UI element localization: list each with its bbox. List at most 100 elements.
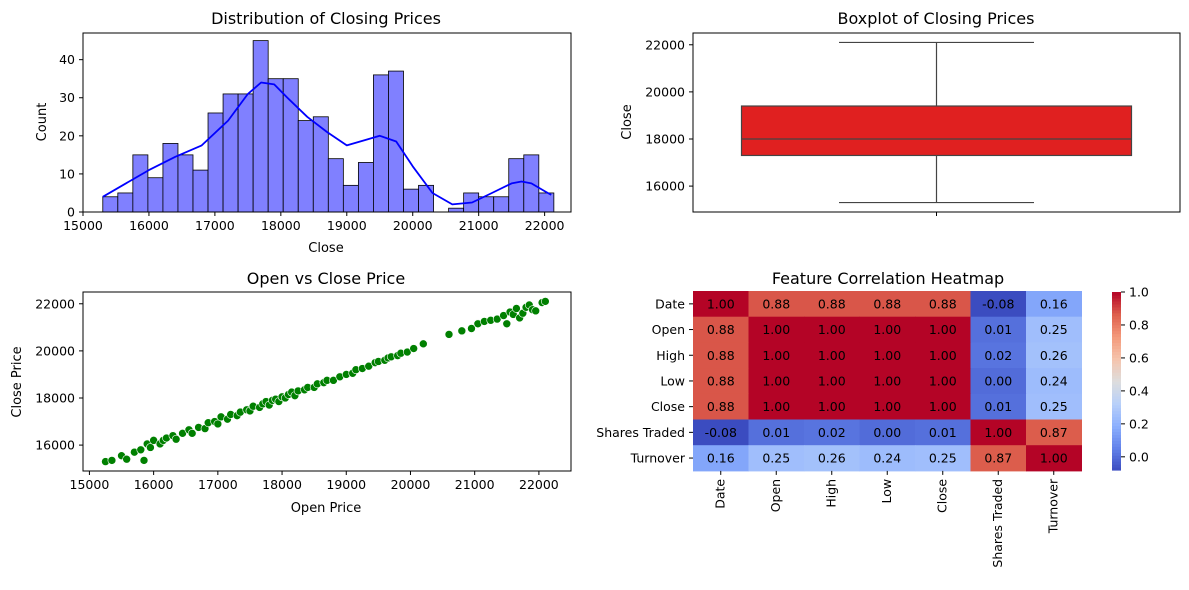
x-tick-label: 21000 [459,218,499,233]
boxplot-title: Boxplot of Closing Prices [838,9,1035,28]
scatter-point [531,306,540,316]
boxplot-frame [692,32,1181,213]
histogram-bar [102,196,119,213]
colorbar-segment [1112,333,1121,338]
scatter-point [512,304,521,313]
heatmap-value-label: 1.00 [873,322,901,337]
colorbar-segment [1112,386,1121,391]
heatmap-cell [859,419,916,446]
heatmap-cell [970,393,1027,420]
colorbar-segment [1112,292,1121,296]
heatmap-value-label: 0.24 [1040,373,1068,388]
heatmap-cell [804,393,860,420]
heatmap-cell [859,342,916,369]
colorbar-segment [1112,428,1121,433]
y-tick-label: 16000 [645,179,685,194]
colorbar-segment [1112,309,1121,314]
histogram-bar [147,177,164,213]
scatter-point [502,319,512,329]
heatmap-cell [1026,445,1082,472]
histogram-y-axis-label: Count [35,103,50,142]
histogram-bar [177,154,194,213]
heatmap-value-label: 1.00 [929,348,957,363]
colorbar-segment [1112,464,1121,468]
heatmap-cell [693,368,749,395]
heatmap-cell [970,291,1027,318]
histogram-bar [252,40,269,213]
histogram-bar [267,78,284,213]
colorbar-segment [1112,440,1121,444]
scatter-point [467,324,476,333]
heatmap-cell [915,291,971,318]
heatmap-value-label: 1.00 [873,348,901,363]
heatmap-value-label: 1.00 [818,322,846,337]
column-label: Shares Traded [990,479,1005,568]
heatmap-value-label: -0.08 [982,296,1014,311]
heatmap-value-label: 0.88 [707,373,735,388]
colorbar-segment [1112,425,1121,430]
colorbar-segment [1112,375,1121,379]
x-tick-label: 19000 [327,218,367,233]
x-tick-label: 17000 [195,218,235,233]
column-label: Low [879,479,894,504]
y-tick-label: 18000 [645,131,685,146]
heatmap-value-label: 0.24 [873,451,901,466]
colorbar-segment [1112,449,1121,453]
histogram-bar [297,120,314,213]
heatmap-cell [859,445,916,472]
heatmap-value-label: 1.00 [762,348,790,363]
heatmap-cell [804,419,860,446]
heatmap-cell [693,316,749,343]
row-label: High [656,348,685,363]
heatmap-cell [970,368,1027,395]
colorbar-segment [1112,354,1121,358]
heatmap-value-label: 1.00 [818,399,846,414]
colorbar-segment [1112,318,1121,323]
colorbar-segment [1112,383,1121,388]
heatmap-cell [748,368,805,395]
colorbar-segment [1112,339,1121,344]
heatmap-cell [915,419,971,446]
heatmap-value-label: 1.00 [762,399,790,414]
colorbar-segment [1112,363,1121,367]
x-tick-label: 17000 [198,477,238,492]
scatter-point [107,456,117,465]
y-tick-label: 20000 [35,343,75,358]
colorbar-segment [1112,360,1121,364]
colorbar-segment [1112,312,1121,317]
heatmap-value-label: 1.00 [929,322,957,337]
colorbar-segment [1112,455,1121,459]
heatmap-value-label: 1.00 [707,296,735,311]
y-tick-label: 20000 [645,84,685,99]
heatmap-value-label: 1.00 [873,399,901,414]
scatter-point [146,443,155,452]
heatmap-value-label: 0.16 [707,451,735,466]
colorbar-segment [1112,437,1121,441]
heatmap-cell [915,445,971,472]
colorbar-segment [1112,321,1121,326]
heatmap-cell [915,368,971,395]
heatmap-cell [970,316,1027,343]
y-tick-label: 18000 [35,390,75,405]
x-tick-label: 15000 [70,477,110,492]
colorbar-segment [1112,315,1121,320]
histogram-x-axis-label: Close [308,241,343,256]
heatmap-value-label: 0.25 [929,451,957,466]
scatter-x-axis-label: Open Price [291,501,362,516]
colorbar-segment [1112,369,1121,373]
colorbar-tick-label: 0.8 [1129,317,1149,332]
heatmap-value-label: 1.00 [818,373,846,388]
colorbar-segment [1112,407,1121,412]
heatmap-cell [1026,368,1082,395]
x-tick-label: 18000 [262,477,302,492]
y-tick-label: 16000 [35,438,75,453]
heatmap-value-label: 1.00 [929,399,957,414]
heatmap-cell [693,291,749,318]
histogram-bar [132,154,149,213]
heatmap-value-label: 1.00 [818,348,846,363]
heatmap-cell [804,291,860,318]
heatmap-value-label: -0.08 [705,425,737,440]
heatmap-cell [748,419,805,446]
heatmap-cell [859,393,916,420]
